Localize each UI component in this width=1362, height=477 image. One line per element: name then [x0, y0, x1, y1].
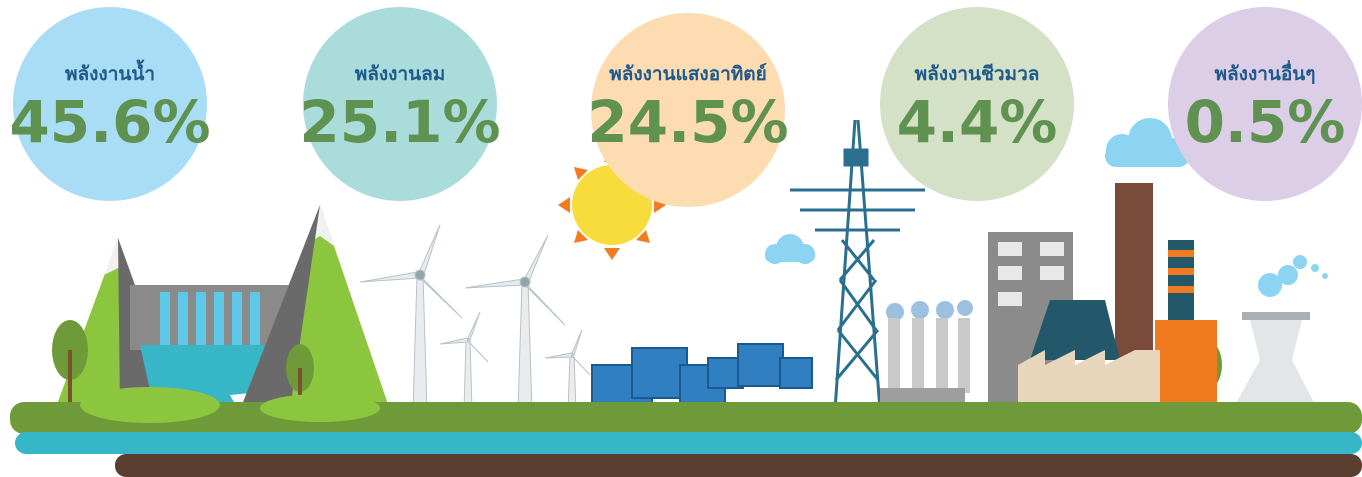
landscape [10, 118, 1362, 477]
badge [13, 7, 207, 201]
label: พลังงานชีวมวล [915, 63, 1040, 85]
pylon [790, 119, 925, 411]
label: พลังงานแสงอาทิตย์ [609, 63, 767, 85]
cooling-tower [1232, 255, 1328, 410]
hill [260, 394, 380, 422]
badge [880, 7, 1074, 201]
solar-panels [591, 343, 813, 406]
wind-turbines [359, 224, 591, 411]
label: พลังงานน้ำ [65, 59, 155, 85]
share-solar: พลังงานแสงอาทิตย์ 24.5% [587, 13, 789, 207]
water-band [15, 432, 1362, 454]
badge [591, 13, 785, 207]
value: 0.5% [1185, 88, 1346, 156]
share-other: พลังงานอื่นๆ 0.5% [1168, 7, 1362, 201]
share-biomass: พลังงานชีวมวล 4.4% [880, 7, 1074, 201]
badge [1168, 7, 1362, 201]
river [140, 345, 290, 430]
value: 45.6% [9, 88, 210, 156]
soil-band [115, 454, 1362, 477]
label: พลังงานอื่นๆ [1215, 60, 1316, 85]
value: 4.4% [897, 88, 1058, 156]
hill [80, 387, 220, 423]
mountain-shade [240, 205, 320, 410]
factory [988, 183, 1217, 410]
badge [303, 7, 497, 201]
dam-water [160, 292, 260, 347]
dam [130, 285, 295, 350]
share-wind: พลังงานลม 25.1% [299, 7, 501, 201]
value: 25.1% [299, 88, 500, 156]
label: พลังงานลม [355, 63, 446, 85]
value: 24.5% [587, 88, 788, 156]
share-hydro: พลังงานน้ำ 45.6% [9, 7, 211, 201]
